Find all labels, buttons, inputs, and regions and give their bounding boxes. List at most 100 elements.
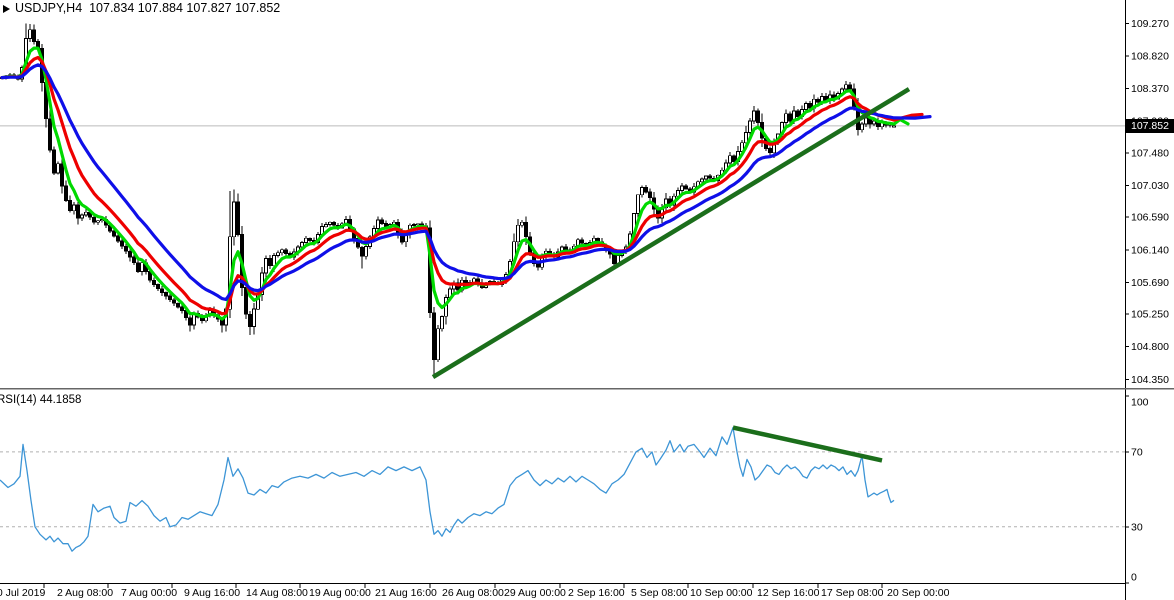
bear-candle [644,187,648,193]
bear-candle [536,263,540,268]
bull-candle [56,163,60,174]
bull-candle [520,221,524,226]
bull-candle [636,194,640,215]
ma-slow-line[interactable] [0,63,932,302]
bear-candle [48,118,52,151]
bull-candle [80,214,84,219]
bull-candle [744,132,748,144]
bull-candle [748,120,752,134]
bear-candle [116,235,120,242]
moving-average-lines[interactable] [0,46,932,321]
bull-candle [72,204,76,212]
bear-candle [796,110,800,118]
time-axis-label: 19 Aug 00:00 [309,587,371,599]
bear-candle [52,149,56,174]
bear-candle [172,299,176,304]
trendlines[interactable] [431,87,911,463]
bull-candle [280,249,284,254]
time-axis-label: 26 Aug 08:00 [442,587,504,599]
price-axis-label: 105.250 [1131,309,1169,321]
bull-candle [264,258,268,274]
time-axis-label: 7 Aug 00:00 [121,587,177,599]
current-price-badge: 107.852 [1126,119,1174,133]
bear-candle [236,201,240,235]
candlestick-series [0,23,896,378]
bear-candle [612,253,616,264]
price-axis-label: 106.590 [1131,212,1169,224]
bull-candle [440,315,444,330]
ma-mid-line[interactable] [0,55,924,316]
bull-candle [784,113,788,123]
bear-candle [788,113,792,122]
bear-candle [92,216,96,223]
bear-candle [32,29,36,42]
bull-candle [416,223,420,226]
bull-candle [640,187,644,196]
bear-candle [168,295,172,301]
rsi-downtrend-line[interactable] [732,425,883,463]
rsi-indicator[interactable] [0,426,1125,552]
bear-candle [580,239,584,244]
bear-candle [156,284,160,290]
bear-candle [64,185,68,202]
bear-candle [60,163,64,187]
bear-candle [248,313,252,327]
candle-wicks [1,23,895,378]
bear-candle [284,249,288,254]
rsi-scale-label: 30 [1131,521,1143,533]
price-axis-label: 108.820 [1131,50,1169,62]
bull-candle [252,308,256,327]
price-axis-label: 108.370 [1131,83,1169,95]
bull-candle [300,242,304,248]
bull-candle [376,219,380,229]
price-axis-label: 105.690 [1131,277,1169,289]
bear-candle [268,258,272,267]
price-uptrend-line[interactable] [431,87,911,380]
bull-candle [872,120,876,125]
bull-candle [844,84,848,90]
bear-candle [180,306,184,311]
bear-candle [524,221,528,238]
time-axis-label: 21 Aug 16:00 [375,587,437,599]
bear-candle [76,204,80,219]
bear-candle [648,191,652,199]
bull-candle [752,110,756,122]
bear-candle [136,262,140,272]
bull-candle [364,246,368,257]
rsi-indicator-label: RSI(14) 44.1858 [0,394,82,406]
rsi-line[interactable] [0,426,895,552]
bull-candle [304,237,308,243]
chart-title: USDJPY,H4 107.834 107.884 107.827 107.85… [15,1,281,15]
bear-candle [848,84,852,90]
bull-candle [232,201,236,238]
bull-candle [860,123,864,131]
bear-candle [244,286,248,315]
bear-candle [456,282,460,291]
bear-candle [128,250,132,258]
bear-candle [152,279,156,285]
bear-candle [768,148,772,154]
bear-candle [120,240,124,247]
bear-candle [124,245,128,252]
bull-candle [140,262,144,272]
bear-candle [816,98,820,103]
ma-fast-line[interactable] [0,46,910,321]
bear-candle [756,110,760,123]
price-axis-label: 107.030 [1131,180,1169,192]
bear-candle [360,246,364,257]
bull-candle [272,255,276,267]
bear-candle [160,288,164,293]
time-axis-label: 10 Sep 00:00 [690,587,753,599]
time-axis-label: 29 Aug 00:00 [504,587,566,599]
bull-candle [700,178,704,183]
time-axis-label: 2 Aug 08:00 [57,587,113,599]
bear-candle [68,200,72,212]
bear-candle [732,155,736,162]
bear-candle [432,312,436,361]
rsi-scale-label: 100 [1131,397,1149,409]
bull-candle [516,224,520,243]
bear-candle [308,237,312,241]
bull-candle [664,198,668,209]
bull-candle [728,155,732,164]
